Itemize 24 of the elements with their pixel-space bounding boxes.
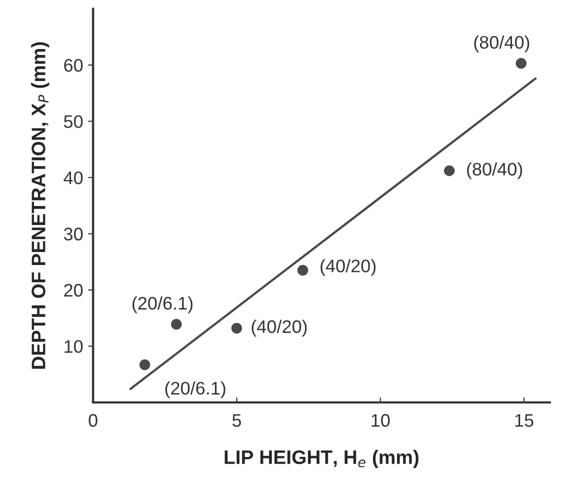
y-tick-label: 40 xyxy=(64,171,83,184)
annotation: (40/20) xyxy=(320,259,376,276)
x-tick-label: 0 xyxy=(88,414,98,427)
annotation: (20/6.1) xyxy=(165,381,226,398)
point xyxy=(231,322,242,334)
point xyxy=(516,58,527,69)
x-tick-label: 5 xyxy=(232,414,241,427)
x-tick-label: 10 xyxy=(372,414,390,427)
annotation: (80/40) xyxy=(474,35,530,52)
point xyxy=(171,318,182,330)
y-tick-label: 10 xyxy=(64,340,83,353)
annotation: (40/20) xyxy=(252,320,307,337)
point xyxy=(297,264,308,276)
y-tick-label: 30 xyxy=(64,228,83,240)
y-axis-title: DEPTH OF PENETRATION, X$_{P}$ (mm) xyxy=(31,42,50,369)
y-tick-label: 20 xyxy=(64,284,83,297)
point xyxy=(139,359,150,370)
annotation: (80/40) xyxy=(467,162,522,180)
y-tick-label: 60 xyxy=(64,58,83,72)
x-tick-label: 15 xyxy=(515,414,534,427)
x-axis-title: LIP HEIGHT, H$_{e}$ (mm) xyxy=(224,450,418,468)
point xyxy=(444,165,455,176)
y-tick-label: 50 xyxy=(64,115,83,128)
annotation: (20/6.1) xyxy=(132,296,192,314)
